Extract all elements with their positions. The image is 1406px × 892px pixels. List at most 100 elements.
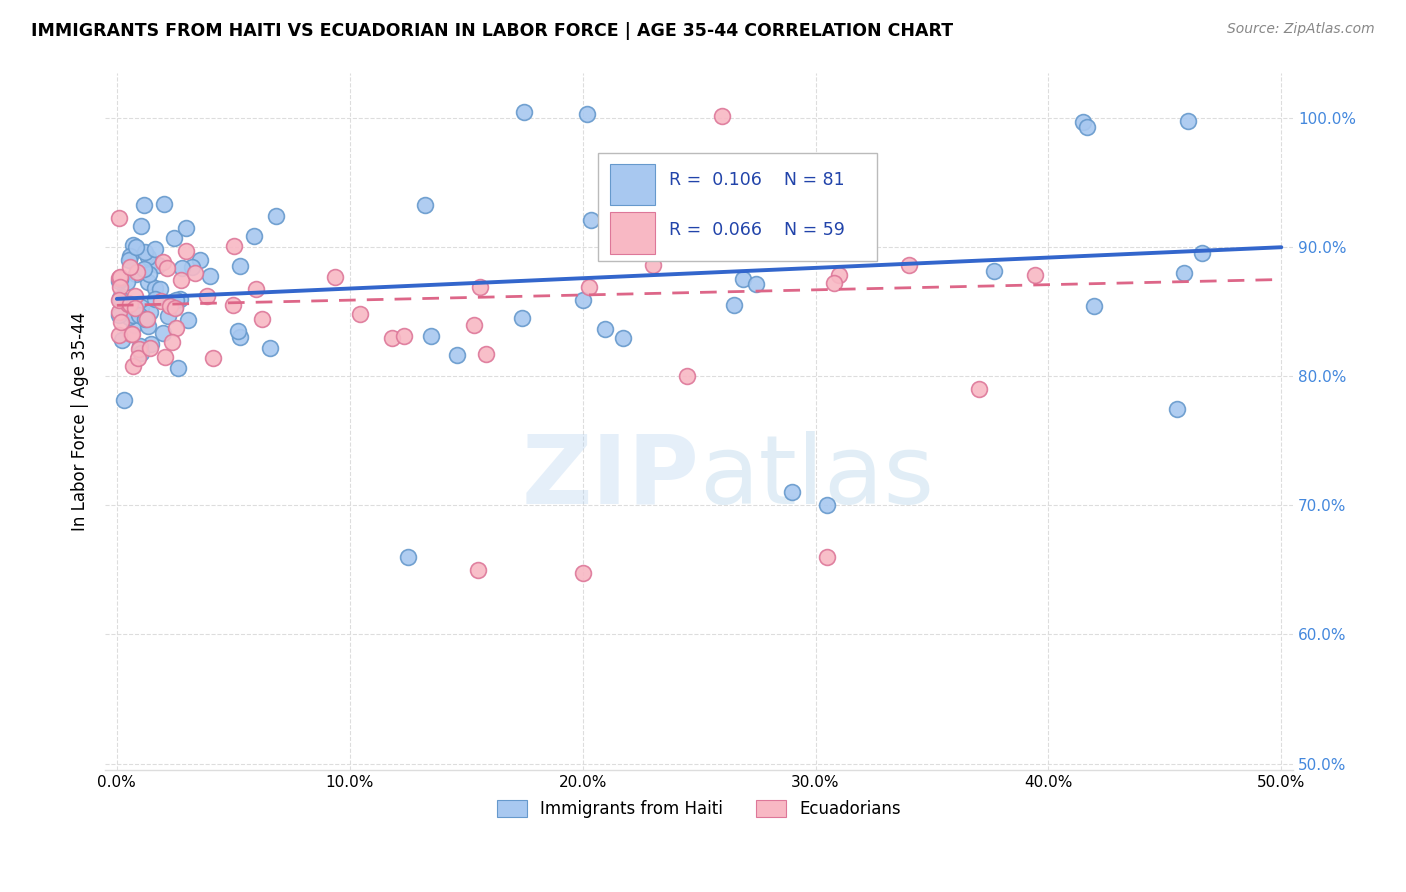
Point	[1191, 246, 1213, 260]
Text: atlas: atlas	[699, 431, 934, 524]
Point	[138, 250, 160, 264]
Point	[124, 288, 146, 302]
Point	[898, 258, 921, 272]
Point	[983, 264, 1005, 278]
Point	[159, 299, 181, 313]
Point	[120, 297, 142, 311]
Point	[129, 300, 152, 314]
Point	[612, 331, 634, 345]
Point	[716, 227, 738, 241]
Point	[128, 309, 150, 323]
Point	[513, 104, 536, 119]
Point	[143, 281, 166, 295]
Point	[475, 347, 498, 361]
Point	[188, 253, 211, 268]
Point	[108, 275, 131, 289]
Point	[143, 292, 166, 306]
Point	[576, 107, 599, 121]
Point	[222, 297, 245, 311]
Point	[122, 237, 145, 252]
Point	[160, 294, 183, 309]
Point	[112, 393, 135, 408]
Point	[1083, 299, 1105, 313]
Point	[134, 311, 156, 326]
Point	[136, 319, 159, 334]
Point	[131, 219, 153, 234]
Point	[108, 327, 131, 342]
Point	[572, 293, 595, 308]
Point	[129, 346, 152, 360]
Point	[134, 198, 156, 212]
Point	[149, 282, 172, 296]
Point	[1166, 401, 1188, 416]
Text: R =  0.106    N = 81: R = 0.106 N = 81	[669, 170, 845, 188]
Point	[122, 308, 145, 322]
Point	[120, 249, 142, 263]
Point	[108, 308, 131, 322]
Point	[510, 310, 533, 325]
Point	[579, 213, 602, 227]
Point	[152, 255, 174, 269]
Point	[170, 273, 193, 287]
Point	[823, 276, 845, 290]
Point	[1073, 115, 1095, 129]
Point	[245, 282, 267, 296]
Point	[139, 305, 162, 319]
Point	[118, 310, 141, 324]
Point	[128, 343, 150, 357]
Text: ZIP: ZIP	[522, 431, 699, 524]
Point	[167, 360, 190, 375]
Point	[226, 324, 249, 338]
Point	[1024, 268, 1046, 283]
Point	[111, 333, 134, 347]
Point	[170, 260, 193, 275]
Point	[828, 268, 851, 282]
Point	[165, 293, 187, 308]
Point	[108, 211, 131, 225]
Point	[259, 341, 281, 355]
Point	[676, 369, 699, 384]
Point	[177, 312, 200, 326]
Point	[166, 321, 188, 335]
Point	[468, 280, 491, 294]
Point	[815, 499, 838, 513]
Point	[165, 300, 187, 314]
Point	[180, 260, 202, 275]
Point	[184, 266, 207, 280]
Point	[745, 277, 768, 291]
Point	[197, 289, 219, 303]
Point	[143, 242, 166, 256]
FancyBboxPatch shape	[610, 163, 655, 205]
Point	[222, 239, 245, 253]
Legend: Immigrants from Haiti, Ecuadorians: Immigrants from Haiti, Ecuadorians	[491, 793, 908, 824]
Point	[174, 221, 197, 235]
Y-axis label: In Labor Force | Age 35-44: In Labor Force | Age 35-44	[72, 312, 89, 531]
Point	[141, 337, 163, 351]
Point	[117, 253, 139, 268]
Point	[134, 262, 156, 277]
Point	[162, 231, 184, 245]
Point	[138, 267, 160, 281]
Point	[108, 271, 131, 285]
Point	[108, 293, 131, 307]
Point	[762, 241, 785, 255]
Point	[967, 382, 990, 396]
Point	[153, 351, 176, 365]
Point	[163, 301, 186, 315]
Point	[136, 311, 159, 326]
Point	[1177, 113, 1199, 128]
Point	[117, 297, 139, 311]
Text: R =  0.066    N = 59: R = 0.066 N = 59	[669, 221, 845, 239]
Point	[323, 270, 346, 285]
Point	[169, 292, 191, 306]
Point	[711, 109, 734, 123]
Point	[108, 280, 131, 294]
Point	[146, 258, 169, 272]
Point	[266, 209, 288, 223]
FancyBboxPatch shape	[610, 212, 655, 254]
Point	[467, 563, 489, 577]
Point	[108, 269, 131, 284]
Point	[1173, 266, 1195, 280]
Point	[122, 359, 145, 373]
Point	[1076, 120, 1098, 134]
